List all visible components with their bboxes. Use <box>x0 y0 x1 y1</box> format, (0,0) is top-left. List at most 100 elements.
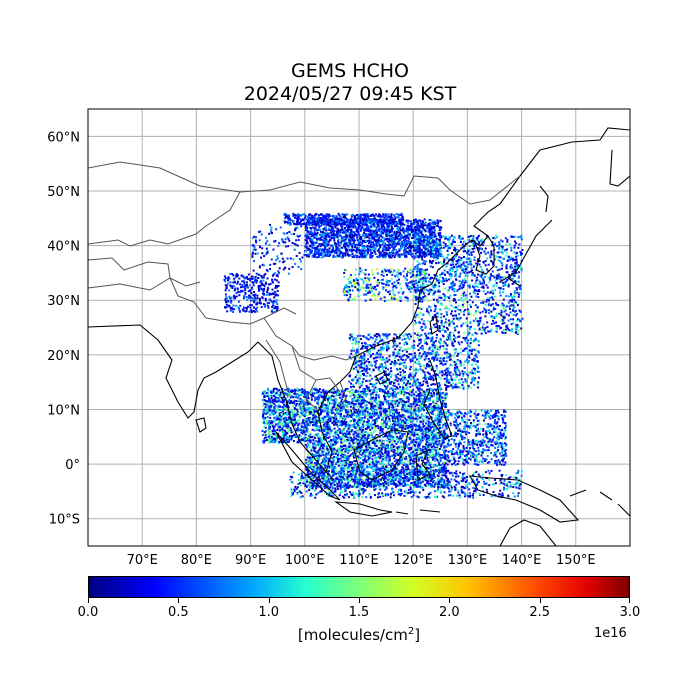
hcho-pixel <box>243 297 246 300</box>
hcho-pixel <box>447 371 450 374</box>
hcho-pixel <box>254 297 257 300</box>
hcho-pixel <box>323 233 326 236</box>
hcho-pixel <box>437 221 440 224</box>
hcho-pixel <box>418 252 421 255</box>
hcho-pixel <box>449 274 452 277</box>
hcho-pixel <box>503 317 506 320</box>
hcho-pixel <box>423 236 426 239</box>
hcho-pixel <box>507 283 510 286</box>
hcho-pixel <box>358 377 361 380</box>
hcho-pixel <box>251 275 254 278</box>
hcho-pixel <box>236 275 239 278</box>
hcho-pixel <box>294 216 297 219</box>
hcho-pixel <box>387 290 390 293</box>
hcho-pixel <box>368 230 371 233</box>
hcho-pixel <box>386 252 389 255</box>
hcho-pixel <box>311 242 314 245</box>
hcho-pixel <box>402 270 405 273</box>
hcho-pixel <box>403 361 406 364</box>
hcho-pixel <box>427 247 430 250</box>
hcho-pixel <box>450 277 453 280</box>
hcho-pixel <box>230 296 233 299</box>
hcho-pixel <box>448 356 451 359</box>
hcho-pixel <box>229 307 232 310</box>
hcho-pixel <box>495 330 498 333</box>
hcho-pixel <box>432 379 435 382</box>
hcho-pixel <box>342 221 345 224</box>
hcho-pixel <box>409 234 412 237</box>
hcho-pixel <box>488 302 491 305</box>
hcho-pixel <box>400 212 403 215</box>
hcho-pixel <box>297 235 300 238</box>
hcho-pixel <box>261 276 264 279</box>
hcho-pixel <box>439 330 442 333</box>
hcho-pixel <box>437 290 440 293</box>
hcho-pixel <box>445 377 448 380</box>
hcho-pixel <box>413 243 416 246</box>
hcho-pixel <box>395 333 398 336</box>
hcho-pixel <box>327 251 330 254</box>
hcho-pixel <box>440 303 443 306</box>
hcho-pixel <box>337 238 340 241</box>
hcho-pixel <box>515 259 518 262</box>
hcho-pixel <box>393 218 396 221</box>
hcho-pixel <box>468 238 471 241</box>
hcho-pixel <box>320 230 323 233</box>
hcho-pixel <box>420 384 423 387</box>
hcho-pixel <box>331 248 334 251</box>
hcho-pixel <box>466 324 469 327</box>
hcho-pixel <box>330 236 333 239</box>
hcho-pixel <box>514 331 517 334</box>
hcho-pixel <box>322 239 325 242</box>
hcho-pixel <box>422 283 425 286</box>
hcho-pixel <box>341 236 344 239</box>
hcho-pixel <box>506 248 509 251</box>
hcho-pixel <box>388 223 391 226</box>
hcho-pixel <box>441 276 444 279</box>
hcho-pixel <box>283 219 286 222</box>
hcho-pixel <box>359 356 362 359</box>
hcho-pixel <box>422 278 425 281</box>
hcho-pixel <box>274 291 277 294</box>
hcho-pixel <box>465 321 468 324</box>
hcho-pixel <box>395 284 398 287</box>
hcho-pixel <box>359 228 362 231</box>
hcho-pixel <box>443 347 446 350</box>
hcho-pixel <box>244 310 247 313</box>
hcho-pixel <box>384 370 387 373</box>
hcho-pixel <box>501 245 504 248</box>
hcho-pixel <box>515 258 518 261</box>
hcho-pixel <box>404 228 407 231</box>
hcho-pixel <box>404 235 407 238</box>
hcho-pixel <box>424 373 427 376</box>
hcho-pixel <box>499 250 502 253</box>
hcho-pixel <box>422 371 425 374</box>
hcho-pixel <box>392 247 395 250</box>
hcho-pixel <box>286 236 289 239</box>
hcho-pixel <box>433 247 436 250</box>
hcho-pixel <box>260 256 263 259</box>
hcho-pixel <box>438 340 441 343</box>
hcho-pixel <box>393 230 396 233</box>
hcho-pixel <box>390 373 393 376</box>
hcho-pixel <box>431 245 434 248</box>
hcho-pixel <box>469 325 472 328</box>
hcho-pixel <box>382 383 385 386</box>
hcho-pixel <box>295 254 298 257</box>
hcho-pixel <box>442 315 445 318</box>
hcho-pixel <box>455 260 458 263</box>
hcho-pixel <box>233 289 236 292</box>
hcho-pixel <box>379 246 382 249</box>
hcho-pixel <box>429 234 432 237</box>
hcho-pixel <box>230 301 233 304</box>
hcho-pixel <box>449 263 452 266</box>
hcho-pixel <box>422 235 425 238</box>
hcho-pixel <box>393 215 396 218</box>
hcho-pixel <box>352 378 355 381</box>
hcho-pixel <box>357 231 360 234</box>
hcho-pixel <box>253 306 256 309</box>
hcho-pixel <box>427 293 430 296</box>
hcho-pixel <box>381 379 384 382</box>
hcho-pixel <box>233 297 236 300</box>
hcho-pixel <box>241 290 244 293</box>
